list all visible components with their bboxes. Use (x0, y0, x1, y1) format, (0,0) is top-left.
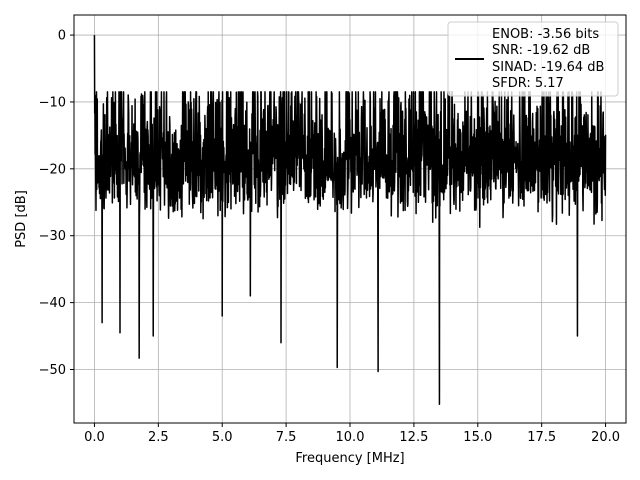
x-tick-label: 15.0 (463, 430, 492, 445)
x-tick-label: 10.0 (336, 430, 365, 445)
legend-entry-sinad: SINAD: -19.64 dB (492, 60, 604, 75)
x-tick-label: 7.5 (276, 430, 297, 445)
y-tick-label: −40 (39, 296, 66, 311)
legend-entry-sfdr: SFDR: 5.17 (492, 76, 564, 91)
y-tick-label: −20 (39, 162, 66, 177)
y-tick-label: −30 (39, 229, 66, 244)
x-tick-label: 20.0 (591, 430, 620, 445)
y-axis-label: PSD [dB] (14, 190, 29, 248)
legend-box (447, 21, 619, 97)
psd-series-line (93, 35, 607, 406)
x-axis-ticks: 0.0 2.5 5.0 7.5 10.0 12.5 15.0 17.5 20.0 (84, 423, 620, 445)
y-tick-label: −50 (39, 363, 66, 378)
psd-trace (93, 35, 607, 406)
x-tick-label: 0.0 (84, 430, 105, 445)
x-tick-label: 2.5 (148, 430, 169, 445)
legend-entry-enob: ENOB: -3.56 bits (492, 27, 599, 42)
y-axis-ticks: 0 −10 −20 −30 −40 −50 (39, 29, 74, 378)
y-tick-label: 0 (58, 29, 66, 44)
x-tick-label: 12.5 (399, 430, 428, 445)
legend: ENOB: -3.56 bits SNR: -19.62 dB SINAD: -… (447, 21, 619, 97)
x-tick-label: 17.5 (527, 430, 556, 445)
y-tick-label: −10 (39, 95, 66, 110)
x-axis-label: Frequency [MHz] (295, 451, 404, 466)
x-tick-label: 5.0 (212, 430, 233, 445)
legend-entry-snr: SNR: -19.62 dB (492, 43, 590, 58)
